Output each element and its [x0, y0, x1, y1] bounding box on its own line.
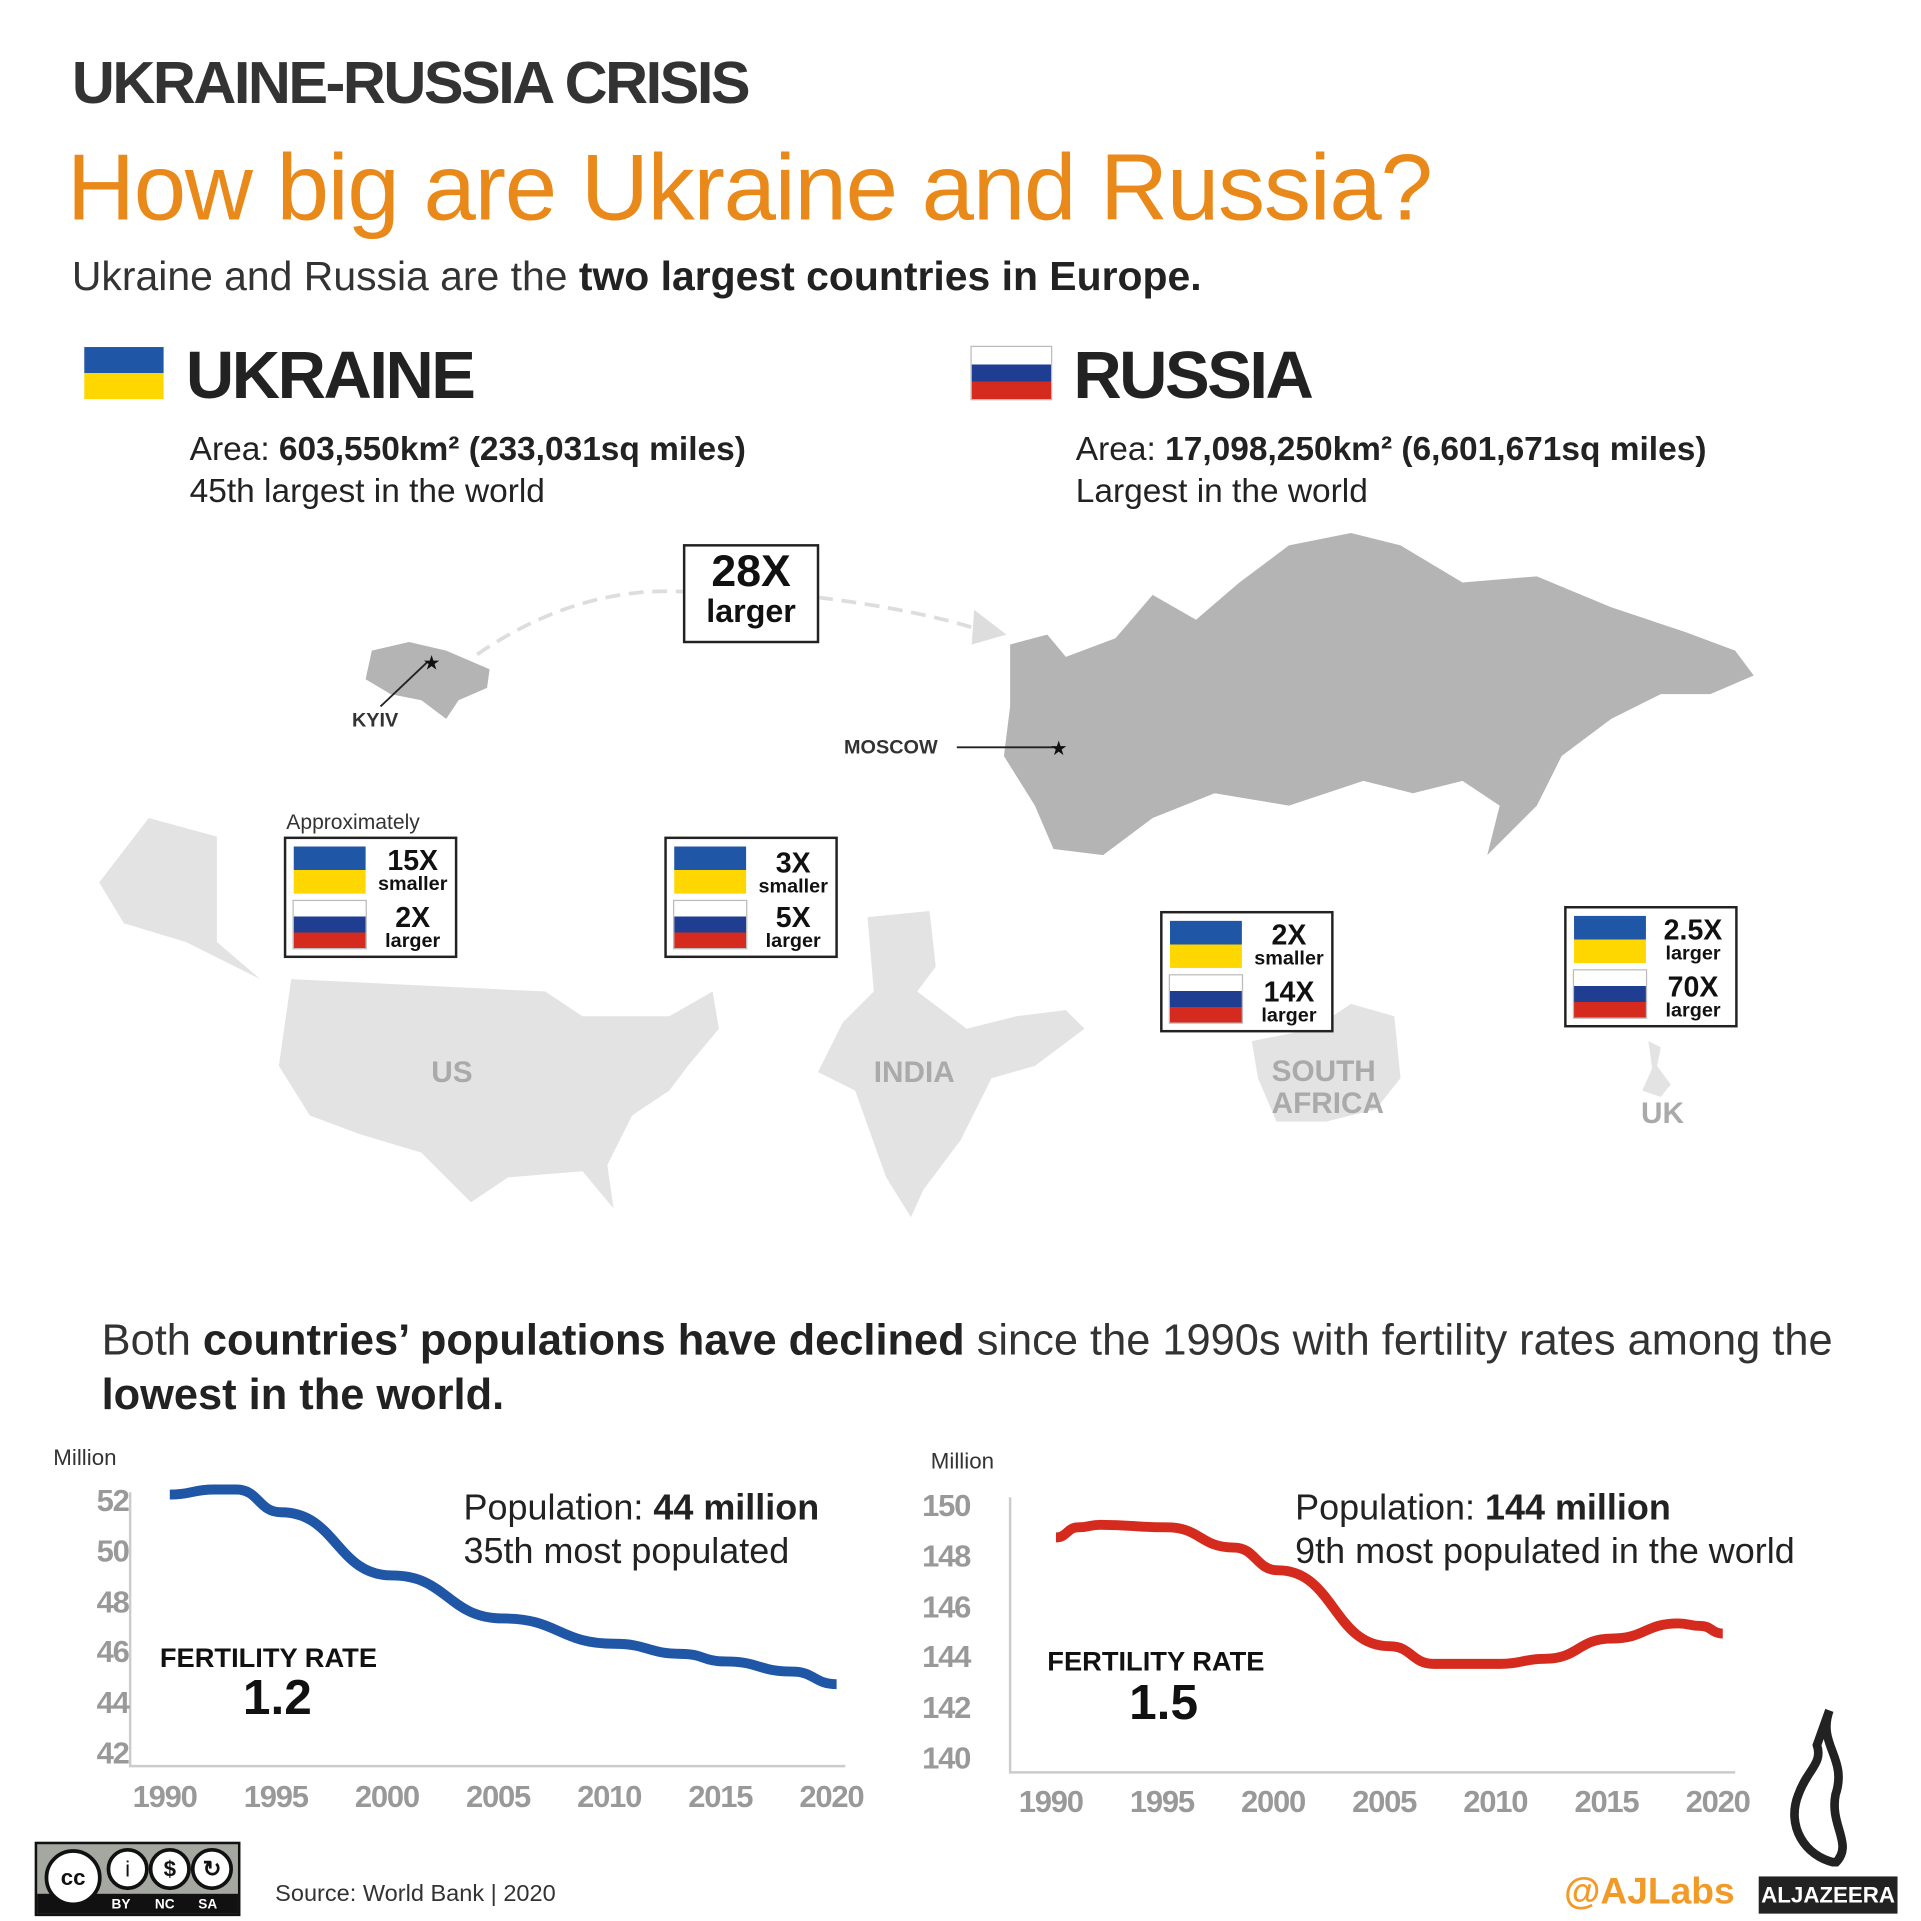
population-line — [1055, 1519, 1724, 1669]
x-tick-label: 2010 — [577, 1779, 642, 1815]
comparison-box-us: 15X smaller 2X larger — [283, 836, 458, 959]
subtitle: Ukraine and Russia are the two largest c… — [72, 253, 1202, 300]
ratio-value: 28X — [711, 545, 791, 597]
russia-chart-ylabel: Million — [930, 1448, 995, 1474]
cc-license-badge[interactable]: cc i $ ↻ BY NC SA — [34, 1841, 241, 1917]
y-tick-label: 140 — [922, 1741, 971, 1777]
x-tick-label: 2005 — [1352, 1784, 1417, 1820]
x-tick-label: 2020 — [799, 1779, 864, 1815]
ajlabs-handle: @AJLabs — [1564, 1871, 1735, 1913]
kyiv-star-icon: ★ — [423, 652, 441, 674]
ukraine-flag — [84, 347, 164, 400]
label-india: INDIA — [873, 1055, 955, 1090]
x-tick-label: 1990 — [132, 1779, 198, 1815]
ukraine-name: UKRAINE — [185, 338, 476, 413]
y-tick-label: 146 — [922, 1589, 971, 1625]
arrow-path-2 — [817, 595, 980, 632]
x-tick-label: 2015 — [688, 1779, 753, 1815]
x-tick-label: 2000 — [1241, 1784, 1306, 1820]
comparison-box-uk: 2.5X larger 70X larger — [1564, 906, 1738, 1028]
label-us: US — [431, 1055, 473, 1090]
us-shape — [278, 979, 719, 1209]
x-tick-label: 1995 — [243, 1779, 309, 1815]
population-paragraph: Both countries’ populations have decline… — [101, 1316, 1833, 1420]
comparison-box-south-africa: 2X smaller 14X larger — [1160, 910, 1334, 1033]
ukraine-shape — [365, 642, 490, 719]
x-tick-label: 2000 — [354, 1779, 420, 1815]
ukraine-fertility-value: 1.2 — [242, 1670, 312, 1726]
nc-icon: $ — [148, 1847, 191, 1891]
arrow-path — [476, 589, 695, 656]
y-tick-label: 44 — [96, 1685, 130, 1721]
sa-icon: ↻ — [190, 1847, 234, 1891]
y-tick-label: 50 — [96, 1534, 130, 1569]
alaska-shape — [99, 818, 261, 980]
y-tick-label: 52 — [96, 1483, 130, 1519]
comparison-box-india: 3X smaller 5X larger — [664, 836, 838, 959]
by-icon: i — [106, 1847, 149, 1891]
x-tick-label: 2015 — [1574, 1784, 1639, 1820]
kicker: UKRAINE-RUSSIA CRISIS — [71, 50, 751, 117]
y-tick-label: 48 — [96, 1584, 130, 1620]
approx-note: Approximately — [286, 810, 420, 835]
ukraine-area: Area: 603,550km² (233,031sq miles) 45th l… — [189, 430, 746, 510]
ratio-word: larger — [706, 592, 796, 630]
aljazeera-logo-icon — [1790, 1708, 1847, 1867]
south-africa-shape — [1251, 1003, 1401, 1122]
label-south-africa: SOUTH AFRICA — [1271, 1054, 1384, 1121]
chart-axis — [1008, 1497, 1736, 1774]
y-tick-label: 46 — [96, 1635, 130, 1670]
license-nc: NC — [154, 1897, 175, 1913]
subtitle-bold: two largest countries in Europe. — [578, 252, 1202, 299]
y-tick-label: 148 — [922, 1539, 971, 1574]
y-tick-label: 150 — [922, 1488, 971, 1524]
label-uk: UK — [1640, 1096, 1684, 1131]
map: ★ ★ — [99, 532, 1754, 1218]
page-title: How big are Ukraine and Russia? — [66, 135, 1433, 241]
subtitle-text: Ukraine and Russia are the — [71, 252, 579, 299]
x-tick-label: 2010 — [1463, 1784, 1528, 1820]
russia-fertility-value: 1.5 — [1129, 1675, 1199, 1731]
x-tick-label: 1990 — [1018, 1784, 1084, 1820]
russia-flag — [970, 345, 1053, 401]
ukraine-population: Population: 44 million 35th most populate… — [463, 1488, 820, 1572]
source-note: Source: World Bank | 2020 — [275, 1881, 556, 1908]
cc-icon: cc — [44, 1849, 102, 1907]
x-tick-label: 2005 — [466, 1779, 531, 1815]
russia-area: Area: 17,098,250km² (6,601,671sq miles) L… — [1075, 430, 1707, 510]
y-tick-label: 144 — [922, 1640, 971, 1675]
uk-shape — [1642, 1041, 1671, 1097]
moscow-star-icon: ★ — [1050, 738, 1068, 760]
kyiv-label: KYIV — [351, 710, 399, 732]
russia-population: Population: 144 million 9th most populate… — [1295, 1488, 1795, 1572]
license-by: BY — [111, 1897, 131, 1913]
russia-shape — [1003, 532, 1754, 856]
y-tick-label: 42 — [96, 1736, 130, 1772]
license-sa: SA — [198, 1897, 218, 1913]
ukraine-chart-ylabel: Million — [53, 1445, 117, 1470]
x-tick-label: 2020 — [1685, 1784, 1751, 1820]
y-tick-label: 142 — [922, 1690, 971, 1726]
moscow-label: MOSCOW — [844, 737, 938, 759]
ratio-box: 28X larger — [682, 544, 820, 644]
india-shape — [818, 910, 1085, 1218]
x-tick-label: 1995 — [1129, 1784, 1195, 1820]
russia-fertility-label: FERTILITY RATE — [1047, 1645, 1265, 1677]
ukraine-fertility-label: FERTILITY RATE — [159, 1642, 378, 1674]
aljazeera-wordmark: ALJAZEERA — [1758, 1876, 1898, 1914]
russia-name: RUSSIA — [1073, 338, 1313, 413]
arrow-head — [971, 609, 1007, 645]
population-line — [169, 1484, 837, 1690]
chart-axis — [128, 1492, 846, 1768]
